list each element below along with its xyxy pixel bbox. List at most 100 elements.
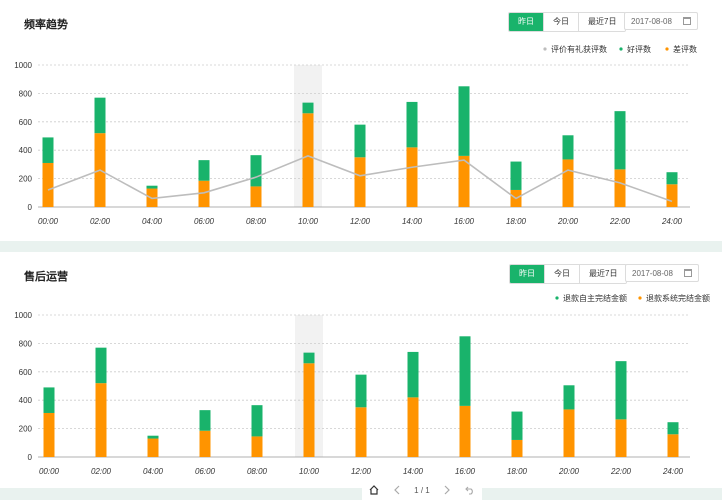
x-tick-label: 08:00 <box>247 467 268 476</box>
x-tick-label: 20:00 <box>558 467 580 476</box>
legend-label: 退款系统完结金额 <box>646 293 710 303</box>
date-value: 2017-08-08 <box>631 17 672 26</box>
legend-marker <box>619 47 623 51</box>
x-tick-label: 24:00 <box>662 467 684 476</box>
bar-orange <box>511 439 523 457</box>
bar-green <box>458 86 470 156</box>
bar-green <box>406 101 418 148</box>
legend-label: 好评数 <box>627 44 651 54</box>
bar-green <box>354 124 366 158</box>
x-tick-label: 10:00 <box>299 467 320 476</box>
tab-last-7-days[interactable]: 最近7日 <box>578 13 626 31</box>
bar-orange <box>251 436 263 457</box>
x-tick-label: 04:00 <box>143 467 164 476</box>
y-tick-label: 1000 <box>14 61 32 70</box>
bar-green <box>199 410 211 431</box>
y-tick-label: 600 <box>19 118 33 127</box>
x-tick-label: 02:00 <box>90 217 111 226</box>
x-tick-label: 12:00 <box>350 217 371 226</box>
x-tick-label: 22:00 <box>610 467 632 476</box>
bar-green <box>510 161 522 190</box>
bar-orange <box>355 407 367 457</box>
bar-green <box>146 185 158 189</box>
after-sales-chart: 0 200 400 600 800 1000 00:00 02:00 04:00 06:00 08:… <box>14 293 710 476</box>
x-tick-label: 00:00 <box>39 467 60 476</box>
bar-green <box>198 160 210 181</box>
y-tick-label: 400 <box>19 396 33 405</box>
x-tick-label: 16:00 <box>454 217 475 226</box>
bar-green <box>614 111 626 170</box>
bar-green <box>251 405 263 437</box>
trend-line <box>47 155 673 203</box>
bar-orange <box>198 180 210 207</box>
legend-marker <box>555 296 559 300</box>
x-tick-label: 18:00 <box>507 467 528 476</box>
bar-orange <box>614 169 626 207</box>
x-tick-label: 22:00 <box>609 217 631 226</box>
date-picker[interactable]: 2017-08-08 <box>624 12 698 30</box>
y-tick-label: 800 <box>19 339 33 348</box>
bar-orange <box>406 147 418 207</box>
bar-green <box>95 347 107 384</box>
x-tick-label: 04:00 <box>142 217 163 226</box>
x-tick-label: 06:00 <box>195 467 216 476</box>
bar-orange <box>615 419 627 457</box>
tab-last-7-days[interactable]: 最近7日 <box>579 265 627 283</box>
x-tick-label: 24:00 <box>661 217 683 226</box>
y-tick-label: 200 <box>19 175 33 184</box>
tab-today[interactable]: 今日 <box>544 265 579 283</box>
bar-orange <box>667 434 679 457</box>
y-tick-label: 0 <box>28 203 33 212</box>
pager: 1 / 1 <box>362 481 482 500</box>
panel-title: 频率趋势 <box>24 19 68 31</box>
bar-green <box>147 435 159 439</box>
bar-green <box>407 351 419 398</box>
bar-orange <box>199 430 211 457</box>
bar-green <box>666 172 678 185</box>
calendar-icon <box>683 17 691 25</box>
x-tick-label: 12:00 <box>351 467 372 476</box>
bar-orange <box>666 184 678 207</box>
date-range-tabs: 昨日 今日 最近7日 <box>509 264 628 284</box>
x-tick-label: 06:00 <box>194 217 215 226</box>
bar-orange <box>42 162 54 207</box>
next-page-icon[interactable] <box>443 485 451 497</box>
bar-green <box>563 385 575 410</box>
home-icon[interactable] <box>369 484 379 497</box>
bar-orange <box>95 383 107 457</box>
tab-yesterday[interactable]: 昨日 <box>509 13 543 31</box>
y-tick-label: 400 <box>19 146 33 155</box>
x-tick-label: 20:00 <box>557 217 579 226</box>
legend-marker <box>543 47 547 51</box>
date-value: 2017-08-08 <box>632 269 673 278</box>
bar-orange <box>43 412 55 457</box>
date-range-tabs: 昨日 今日 最近7日 <box>508 12 627 32</box>
bar-orange <box>562 159 574 207</box>
x-tick-label: 14:00 <box>402 217 423 226</box>
x-tick-label: 14:00 <box>403 467 424 476</box>
legend-marker <box>638 296 642 300</box>
tab-today[interactable]: 今日 <box>543 13 578 31</box>
prev-page-icon[interactable] <box>393 485 401 497</box>
x-tick-label: 02:00 <box>91 467 112 476</box>
bar-orange <box>407 397 419 457</box>
bar-orange <box>459 405 471 457</box>
tab-yesterday[interactable]: 昨日 <box>510 265 544 283</box>
bar-green <box>511 411 523 440</box>
x-tick-label: 08:00 <box>246 217 267 226</box>
bar-orange <box>302 113 314 207</box>
date-picker[interactable]: 2017-08-08 <box>625 264 699 282</box>
legend-label: 评价有礼获评数 <box>551 44 607 54</box>
bar-green <box>303 352 315 364</box>
x-tick-label: 10:00 <box>298 217 319 226</box>
bar-orange <box>303 363 315 457</box>
y-tick-label: 200 <box>19 425 33 434</box>
legend-label: 退款自主完结金额 <box>563 293 627 303</box>
y-tick-label: 600 <box>19 368 33 377</box>
bar-orange <box>354 157 366 207</box>
page-indicator: 1 / 1 <box>414 486 430 495</box>
after-sales-panel: 售后运营 昨日 今日 最近7日 2017-08-08 0 200 400 600 800… <box>0 252 722 488</box>
undo-icon[interactable] <box>465 485 475 497</box>
bar-green <box>43 387 55 413</box>
frequency-trend-panel: 频率趋势 昨日 今日 最近7日 2017-08-08 0 200 400 600 800… <box>0 0 722 241</box>
